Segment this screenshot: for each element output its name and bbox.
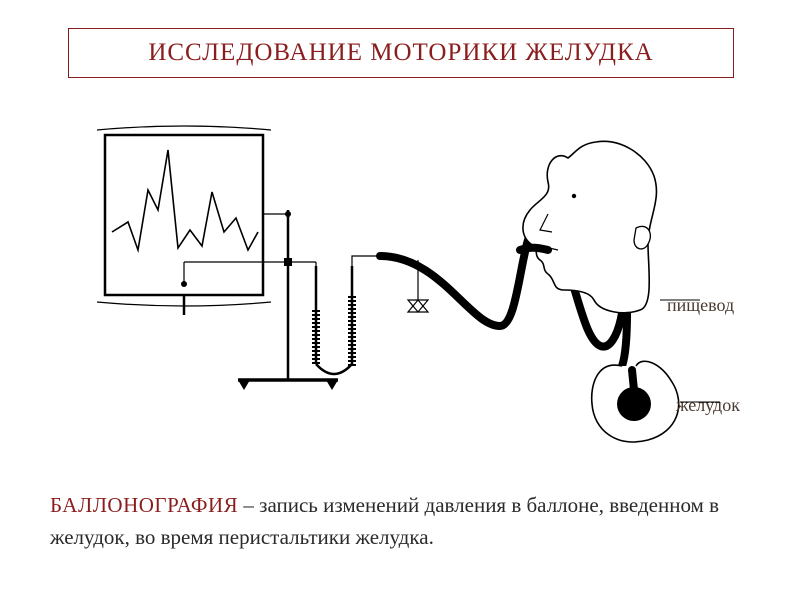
term: БАЛЛОНОГРАФИЯ bbox=[50, 493, 238, 517]
esophagus-label: пищевод bbox=[667, 295, 734, 316]
stomach-label: желудок bbox=[676, 395, 740, 416]
description-block: БАЛЛОНОГРАФИЯ – запись изменений давлени… bbox=[50, 489, 750, 554]
